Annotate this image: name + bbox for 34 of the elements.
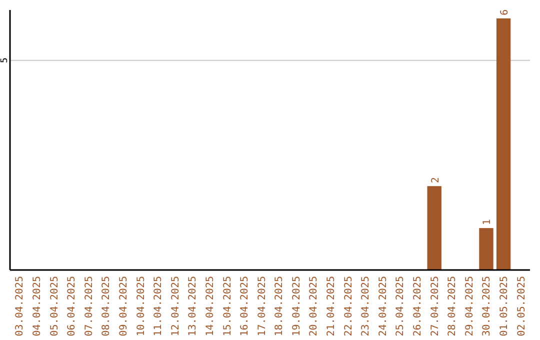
x-tick-label: 13.04.2025 [188,276,199,336]
x-tick-label: 12.04.2025 [170,276,182,336]
x-tick-label: 26.04.2025 [412,276,424,336]
x-tick-label: 11.04.2025 [153,276,164,336]
x-tick-label: 10.04.2025 [136,276,147,336]
data-label: 2 [430,177,442,184]
x-tick-label: 20.04.2025 [308,276,320,336]
x-tick-label: 01.05.2025 [499,276,510,336]
data-label: 6 [500,9,511,16]
x-tick-label: 27.04.2025 [430,276,441,336]
x-tick-label: 03.04.2025 [14,276,26,336]
x-tick-label: 22.04.2025 [343,276,354,336]
ref-line-label: 5 [0,58,10,64]
x-tick-label: 30.04.2025 [482,276,493,336]
x-tick-label: 04.04.2025 [32,276,43,336]
x-tick-label: 24.04.2025 [378,276,389,336]
x-tick-label: 19.04.2025 [291,276,302,336]
x-tick-label: 18.04.2025 [274,276,286,336]
x-tick-label: 09.04.2025 [118,276,130,336]
x-tick-label: 28.04.2025 [447,276,458,336]
x-tick-label: 15.04.2025 [222,276,234,336]
x-tick-label: 23.04.2025 [360,276,372,336]
x-tick-label: 14.04.2025 [204,276,216,336]
x-tick-label: 17.04.2025 [256,276,268,336]
data-label: 1 [482,219,494,226]
x-tick-label: 05.04.2025 [49,276,60,336]
x-tick-label: 29.04.2025 [464,276,476,336]
x-tick-label: 06.04.2025 [66,276,78,336]
x-tick-label: 07.04.2025 [84,276,95,336]
x-tick-label: 02.05.2025 [516,276,528,336]
x-tick-label: 08.04.2025 [101,276,112,336]
x-tick-label: 16.04.2025 [240,276,251,336]
x-tick-label: 25.04.2025 [395,276,406,336]
x-tick-label: 21.04.2025 [326,276,338,336]
